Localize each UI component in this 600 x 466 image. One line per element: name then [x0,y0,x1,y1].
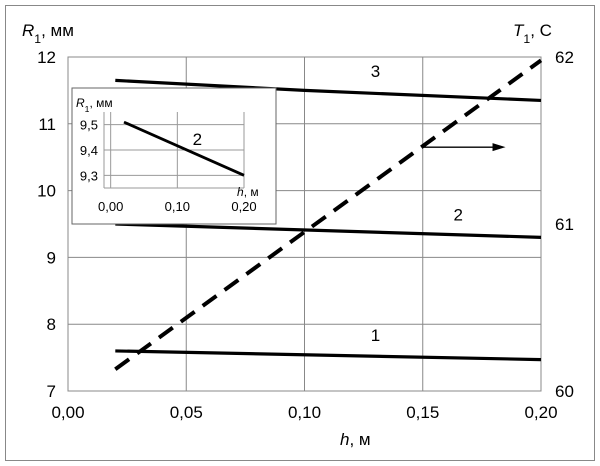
y2-tick-label: 60 [555,382,574,401]
series-label-2: 2 [453,206,462,225]
inset-y-axis-label: R1, мм [76,96,113,114]
series-label-3: 3 [371,62,380,81]
y-tick-label: 11 [38,115,56,134]
x-tick-label: 0,20 [524,403,557,422]
series-label-1: 1 [371,326,380,345]
y-tick-label: 12 [37,48,56,67]
x-tick-label: 0,05 [170,403,203,422]
y2-tick-label: 61 [555,215,574,234]
y-tick-label: 7 [47,382,56,401]
inset-x-tick-label: 0,00 [98,199,123,214]
x-tick-label: 0,00 [51,403,84,422]
inset-series-line-2 [123,120,245,177]
inset-box [71,87,277,225]
inset-y-tick-label: 9,4 [80,143,98,158]
axis-arrow-head [492,143,506,152]
x-tick-label: 0,15 [406,403,439,422]
plot-border [67,56,542,392]
series-line-1 [115,349,542,362]
y-tick-label: 10 [37,182,56,201]
x-tick-label: 0,10 [288,403,321,422]
inset-y-tick-label: 9,3 [80,168,98,183]
series-line-2 [115,222,542,239]
y-axis-label: R1, мм [22,21,74,46]
x-axis-label: h, м [340,430,371,449]
series-line-T1 [114,58,543,371]
y2-axis-label: T1, С [513,21,552,46]
series-line-3 [115,78,542,103]
inset-series-label-2: 2 [193,130,202,149]
y2-tick-label: 62 [555,48,574,67]
y-tick-label: 8 [47,315,56,334]
y-tick-label: 9 [47,248,56,267]
inset-x-tick-label: 0,20 [231,199,256,214]
inset-y-tick-label: 9,5 [80,118,98,133]
inset-x-tick-label: 0,10 [165,199,190,214]
inset-x-axis-label: h, м [237,185,259,199]
